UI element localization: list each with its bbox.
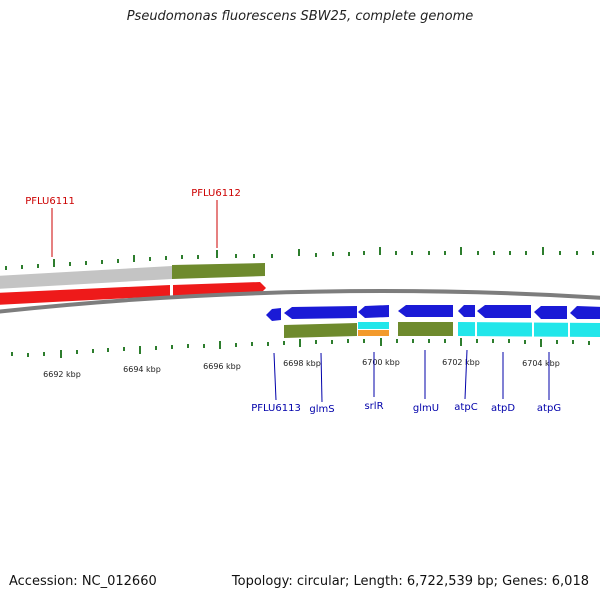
scale-labels: 6692 kbp 6694 kbp 6696 kbp 6698 kbp 6700…: [43, 358, 560, 379]
outer-tick-marks: [5, 247, 594, 270]
inner-gene-labels: PFLU6113 glmS srlR glmU atpC atpD atpG: [251, 401, 561, 415]
gene-label-srlr[interactable]: srlR: [364, 401, 383, 412]
gene-label-atpg[interactable]: atpG: [537, 403, 561, 414]
inner-cyan-block[interactable]: [358, 322, 389, 329]
scale-label: 6704 kbp: [522, 359, 560, 368]
genome-backbone: [0, 289, 600, 314]
gene-label-pflu6113[interactable]: PFLU6113: [251, 403, 301, 414]
accession-label: Accession: NC_012660: [9, 574, 157, 589]
scale-label: 6702 kbp: [442, 358, 480, 367]
gene-pflu6113-arrow[interactable]: [266, 308, 281, 321]
gene-pflu6111-arrow[interactable]: [0, 285, 170, 305]
gene-label-pflu6112[interactable]: PFLU6112: [191, 188, 241, 199]
green-feature-band[interactable]: [172, 263, 265, 279]
scale-label: 6698 kbp: [283, 359, 321, 368]
gene-label-pflu6111[interactable]: PFLU6111: [25, 196, 75, 207]
grey-feature-band[interactable]: [0, 266, 172, 289]
scale-label: 6692 kbp: [43, 370, 81, 379]
scale-label: 6700 kbp: [362, 358, 400, 367]
gene-next-arrow[interactable]: [570, 306, 600, 319]
inner-tick-marks: [11, 338, 590, 358]
scale-label: 6696 kbp: [203, 362, 241, 371]
inner-orange-block[interactable]: [358, 330, 389, 336]
scale-label: 6694 kbp: [123, 365, 161, 374]
gene-label-atpd[interactable]: atpD: [491, 403, 515, 414]
outer-leader-lines: [51, 200, 218, 257]
gene-label-atpc[interactable]: atpC: [454, 402, 477, 413]
inner-band-separators: [475, 322, 570, 337]
gene-label-glms[interactable]: glmS: [309, 404, 334, 415]
map-title: Pseudomonas fluorescens SBW25, complete …: [126, 9, 474, 24]
inner-leader-lines: [273, 349, 550, 403]
gene-glmu-arrow[interactable]: [398, 305, 453, 317]
inner-green-band-2[interactable]: [398, 322, 453, 336]
gene-label-glmu[interactable]: glmU: [413, 403, 439, 414]
gene-atpd-arrow[interactable]: [477, 305, 531, 318]
inner-green-band-1[interactable]: [284, 323, 357, 338]
gene-atpc-arrow[interactable]: [458, 305, 475, 317]
inner-cyan-band[interactable]: [458, 322, 600, 337]
outer-gene-labels: PFLU6111 PFLU6112: [25, 188, 241, 207]
gene-srlr-arrow[interactable]: [358, 305, 389, 318]
topology-summary: Topology: circular; Length: 6,722,539 bp…: [231, 574, 589, 589]
gene-glms-arrow[interactable]: [284, 306, 357, 319]
gene-atpg-arrow[interactable]: [534, 306, 567, 319]
